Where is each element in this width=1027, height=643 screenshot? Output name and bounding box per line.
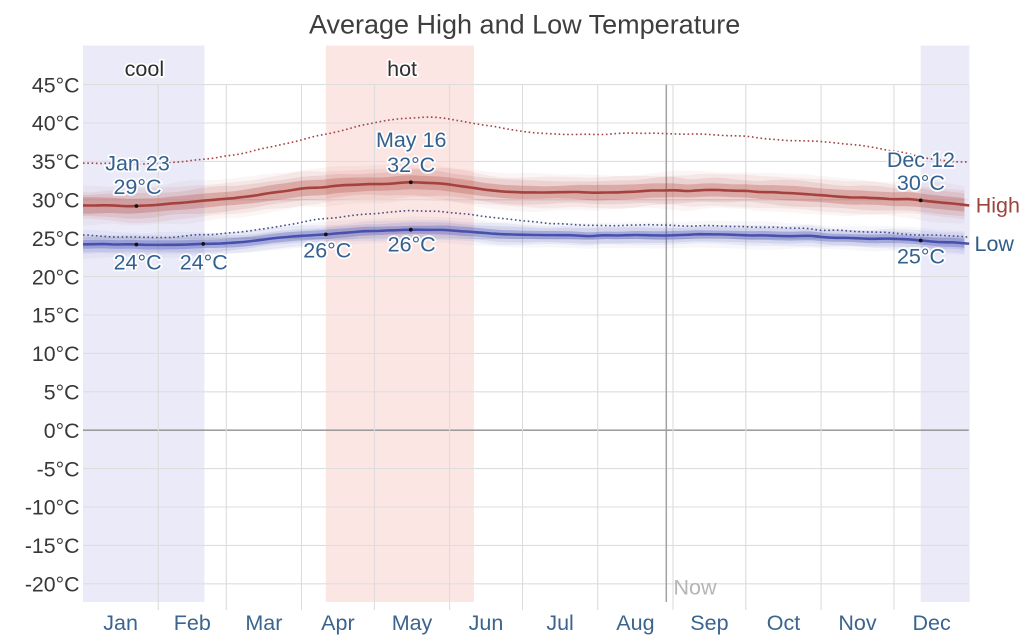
svg-text:cool: cool (125, 57, 164, 81)
svg-text:hot: hot (387, 57, 417, 81)
svg-text:Dec 12: Dec 12 (887, 148, 955, 172)
svg-text:May 16: May 16 (376, 128, 447, 152)
svg-text:5°C: 5°C (44, 381, 80, 405)
svg-text:26°C: 26°C (388, 232, 436, 256)
svg-text:29°C: 29°C (113, 175, 161, 199)
svg-text:24°C: 24°C (114, 251, 162, 275)
svg-text:Jul: Jul (546, 611, 573, 635)
svg-text:-5°C: -5°C (37, 457, 80, 481)
svg-text:35°C: 35°C (32, 150, 80, 174)
svg-text:May: May (392, 611, 433, 635)
svg-text:-10°C: -10°C (25, 496, 80, 520)
svg-text:Mar: Mar (245, 611, 282, 635)
svg-text:Jan: Jan (103, 611, 138, 635)
svg-text:15°C: 15°C (32, 304, 80, 328)
svg-text:Nov: Nov (838, 611, 876, 635)
svg-text:Low: Low (975, 232, 1015, 256)
svg-text:24°C: 24°C (180, 251, 228, 275)
svg-text:-15°C: -15°C (25, 534, 80, 558)
svg-text:32°C: 32°C (387, 153, 435, 177)
svg-text:Dec: Dec (912, 611, 950, 635)
svg-text:Apr: Apr (321, 611, 354, 635)
svg-text:Now: Now (674, 575, 717, 599)
svg-text:Oct: Oct (767, 611, 800, 635)
svg-text:30°C: 30°C (32, 189, 80, 213)
svg-text:Jan 23: Jan 23 (105, 152, 170, 176)
svg-text:25°C: 25°C (32, 227, 80, 251)
svg-text:0°C: 0°C (44, 419, 80, 443)
svg-text:20°C: 20°C (32, 265, 80, 289)
svg-text:26°C: 26°C (303, 239, 351, 263)
svg-text:Jun: Jun (469, 611, 504, 635)
svg-text:10°C: 10°C (32, 342, 80, 366)
svg-text:45°C: 45°C (32, 73, 80, 97)
svg-text:High: High (976, 193, 1020, 217)
svg-text:-20°C: -20°C (25, 573, 80, 597)
svg-text:Sep: Sep (690, 611, 728, 635)
svg-text:40°C: 40°C (32, 112, 80, 136)
svg-text:30°C: 30°C (897, 171, 945, 195)
svg-text:25°C: 25°C (897, 244, 945, 268)
svg-text:Aug: Aug (616, 611, 654, 635)
svg-text:Average High and Low Temperatu: Average High and Low Temperature (309, 10, 740, 40)
svg-text:Feb: Feb (174, 611, 211, 635)
